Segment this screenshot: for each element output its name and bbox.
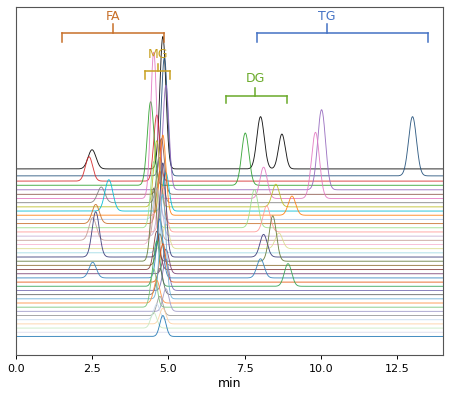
Text: FA: FA: [106, 10, 121, 23]
Text: TG: TG: [318, 10, 336, 23]
Text: MG: MG: [148, 48, 168, 61]
X-axis label: min: min: [218, 377, 241, 390]
Text: DG: DG: [246, 72, 265, 85]
